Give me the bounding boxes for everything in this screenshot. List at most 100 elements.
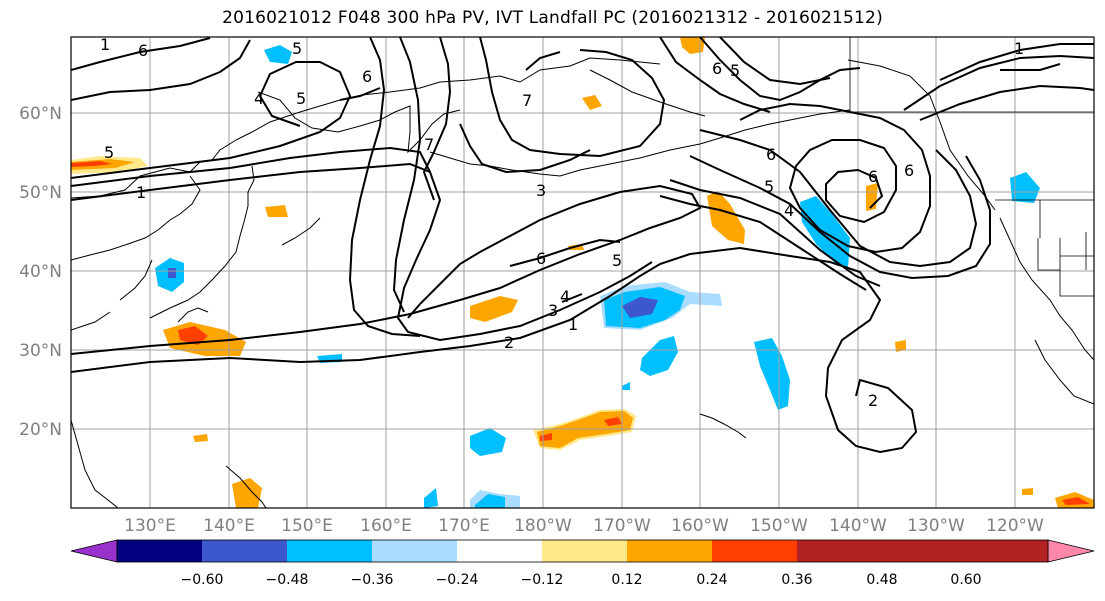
contour-label: 6: [904, 161, 914, 180]
positive-anomaly-area: [707, 191, 745, 244]
contour-label: 6: [712, 59, 722, 78]
lon-label: 130°E: [124, 516, 176, 536]
colorbar: −0.60 −0.48 −0.36 −0.24 −0.12 0.12 0.24 …: [70, 539, 1095, 588]
map-frame: [70, 36, 1095, 509]
colorbar-segment: [882, 540, 966, 562]
anomaly-shading: [71, 37, 1094, 508]
negative-anomaly-area: [470, 428, 506, 456]
contour-labels: 1 6 5 6 4 5 7 7 6 5 5 1 6 3 6 5 4 3 1 2 …: [100, 35, 1024, 410]
colorbar-tick: 0.36: [781, 572, 812, 588]
positive-anomaly-area: [470, 296, 518, 322]
colorbar-tick: −0.60: [181, 572, 224, 588]
positive-anomaly-area: [1062, 497, 1090, 505]
longitude-labels: 130°E 140°E 150°E 160°E 170°E 180°W 170°…: [124, 516, 1044, 536]
colorbar-tick: −0.24: [436, 572, 479, 588]
colorbar-segment: [457, 540, 542, 562]
colorbar-segment: [797, 540, 882, 562]
contour-label: 4: [784, 201, 794, 220]
colorbar-segment: [372, 540, 457, 562]
political-borders: [849, 37, 1094, 297]
negative-anomaly-area: [264, 45, 292, 64]
colorbar-tick: −0.36: [351, 572, 394, 588]
colorbar-segment: [966, 540, 1048, 562]
negative-anomaly-area: [475, 494, 505, 508]
lon-label: 170°E: [438, 516, 490, 536]
contour-label: 1: [568, 315, 578, 334]
negative-anomaly-area: [168, 268, 176, 278]
lon-label: 120°W: [986, 516, 1044, 536]
negative-anomaly-area: [1010, 172, 1040, 203]
negative-anomaly-area: [622, 297, 658, 318]
lon-label: 160°W: [671, 516, 729, 536]
lon-label: 130°W: [907, 516, 965, 536]
lat-label: 40°N: [19, 262, 62, 282]
contour-label: 1: [136, 183, 146, 202]
colorbar-tick: 0.60: [950, 572, 981, 588]
lat-label: 20°N: [19, 420, 62, 440]
colorbar-tick: −0.48: [266, 572, 309, 588]
map-title: 2016021012 F048 300 hPa PV, IVT Landfall…: [222, 8, 883, 28]
contour-label: 4: [560, 287, 570, 306]
latitude-labels: 60°N 50°N 40°N 30°N 20°N: [19, 104, 62, 440]
colorbar-tick: 0.12: [611, 572, 642, 588]
contour-label: 3: [536, 181, 546, 200]
colorbar-tick: 0.48: [866, 572, 897, 588]
contour-label: 6: [766, 145, 776, 164]
contour-label: 5: [296, 89, 306, 108]
contour-label: 4: [254, 89, 264, 108]
lat-label: 60°N: [19, 104, 62, 124]
contour-label: 5: [612, 251, 622, 270]
contour-label: 1: [100, 35, 110, 54]
lon-label: 140°W: [829, 516, 887, 536]
positive-anomaly-area: [71, 161, 112, 167]
colorbar-outline: [116, 539, 1049, 563]
positive-anomaly-area: [1022, 488, 1033, 495]
contour-label: 5: [104, 143, 114, 162]
lat-label: 30°N: [19, 341, 62, 361]
colorbar-segment: [287, 540, 372, 562]
contour-label: 3: [548, 301, 558, 320]
coastlines: [71, 57, 1094, 508]
colorbar-segment: [542, 540, 627, 562]
contour-label: 6: [536, 249, 546, 268]
positive-anomaly-area: [232, 478, 262, 508]
lon-label: 160°E: [360, 516, 412, 536]
positive-anomaly-area: [604, 417, 622, 426]
colorbar-right-extension: [1047, 539, 1095, 563]
colorbar-segment: [627, 540, 712, 562]
contour-label: 6: [138, 41, 148, 60]
lat-label: 50°N: [19, 183, 62, 203]
negative-anomaly-area: [640, 336, 678, 376]
lon-label: 150°W: [750, 516, 808, 536]
contour-label: 1: [1014, 39, 1024, 58]
lon-label: 170°W: [593, 516, 651, 536]
positive-anomaly-area: [680, 37, 705, 54]
colorbar-tick: −0.12: [521, 572, 564, 588]
lon-label: 180°W: [514, 516, 572, 536]
pv-contours: [71, 37, 1094, 454]
colorbar-tick: 0.24: [696, 572, 727, 588]
colorbar-segment: [117, 540, 202, 562]
contour-label: 2: [504, 333, 514, 352]
positive-anomaly-area: [178, 326, 208, 345]
contour-label: 5: [764, 177, 774, 196]
lon-label: 140°E: [203, 516, 255, 536]
colorbar-left-extension: [70, 539, 118, 563]
contour-label: 5: [292, 39, 302, 58]
negative-anomaly-area: [424, 488, 438, 508]
contour-label: 7: [522, 91, 532, 110]
contour-label: 6: [868, 167, 878, 186]
positive-anomaly-area: [895, 340, 906, 352]
colorbar-segment: [202, 540, 287, 562]
colorbar-segment: [712, 540, 797, 562]
positive-anomaly-area: [193, 434, 208, 442]
contour-label: 6: [362, 67, 372, 86]
graticule: [71, 37, 1094, 508]
contour-label: 7: [424, 135, 434, 154]
negative-anomaly-area: [622, 382, 630, 390]
lon-label: 150°E: [281, 516, 333, 536]
contour-label: 2: [868, 391, 878, 410]
negative-anomaly-area: [754, 338, 790, 410]
positive-anomaly-area: [582, 95, 602, 110]
